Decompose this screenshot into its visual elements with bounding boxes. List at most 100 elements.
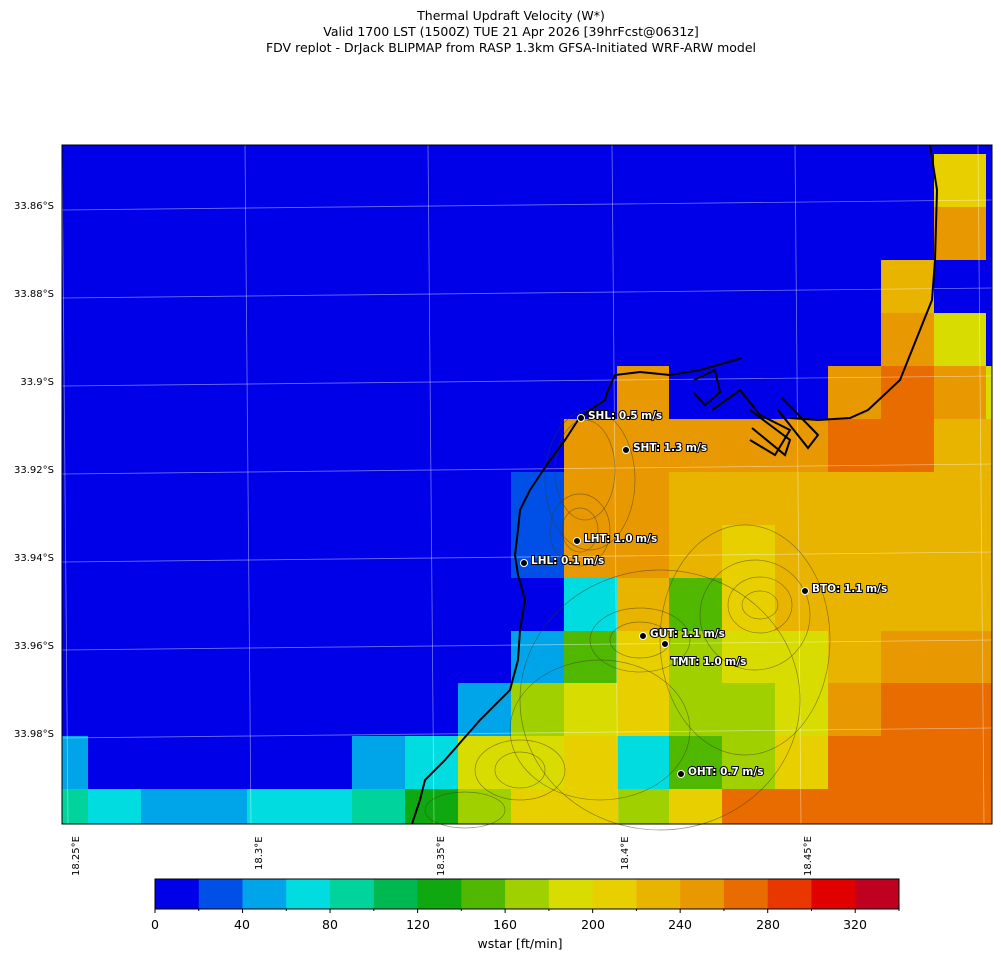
heatmap-cell	[194, 313, 248, 367]
heatmap-cell	[881, 366, 935, 420]
heatmap-cell	[669, 313, 723, 367]
heatmap-cell	[62, 260, 89, 314]
heatmap-cell	[722, 472, 776, 526]
lon-label: 18.4°E	[620, 836, 631, 870]
heatmap-cell	[405, 366, 459, 420]
heatmap-cell	[617, 525, 670, 579]
heatmap-cell	[62, 472, 89, 526]
heatmap-cell	[300, 525, 353, 579]
heatmap-cell	[564, 578, 618, 632]
heatmap-cell	[88, 145, 142, 155]
heatmap-cell	[62, 145, 89, 155]
heatmap-cell	[194, 736, 248, 790]
heatmap-cell	[247, 260, 301, 314]
station-label: LHT: 1.0 m/s	[584, 533, 657, 545]
heatmap-cell	[775, 631, 829, 684]
heatmap-cell	[458, 631, 512, 684]
heatmap-cell	[352, 313, 406, 367]
heatmap-cell	[511, 683, 565, 737]
heatmap-cell	[881, 525, 935, 579]
heatmap-cell	[405, 154, 459, 208]
colorbar-swatch	[592, 879, 637, 909]
heatmap-cell	[775, 578, 829, 632]
colorbar-tick: 280	[756, 917, 780, 932]
heatmap-cell	[775, 736, 829, 790]
station-dot-icon	[520, 559, 528, 567]
heatmap-cell	[828, 683, 882, 737]
heatmap-cell	[986, 145, 993, 155]
heatmap-cell	[141, 154, 195, 208]
heatmap-cell	[405, 207, 459, 261]
heatmap-cell	[141, 207, 195, 261]
heatmap-cell	[617, 154, 670, 208]
heatmap-cell	[405, 736, 459, 790]
heatmap-cell	[617, 145, 670, 155]
heatmap-cell	[986, 366, 993, 420]
lon-label: 18.25°E	[71, 836, 82, 876]
heatmap-cell	[247, 683, 301, 737]
heatmap-cell	[141, 366, 195, 420]
heatmap-cell	[986, 631, 993, 684]
heatmap-cell	[352, 736, 406, 790]
heatmap-cell	[828, 154, 882, 208]
station-label: SHT: 1.3 m/s	[633, 442, 707, 454]
heatmap-cell	[617, 789, 670, 825]
heatmap-cell	[141, 578, 195, 632]
heatmap-cell	[405, 313, 459, 367]
station-dot-icon	[639, 632, 647, 640]
heatmap-cell	[934, 260, 987, 314]
terrain-contours	[424, 409, 831, 831]
station-dot-icon	[577, 414, 585, 422]
heatmap-cell	[352, 525, 406, 579]
colorbar-swatch	[548, 879, 594, 909]
heatmap-cell	[722, 525, 776, 579]
heatmap-cell	[62, 154, 89, 208]
heatmap-cell	[881, 736, 935, 790]
heatmap-cell	[62, 525, 89, 579]
heatmap-cell	[669, 154, 723, 208]
heatmap-cell	[986, 525, 993, 579]
heatmap-cell	[828, 145, 882, 155]
colorbar-tick: 40	[234, 917, 250, 932]
station-label: OHT: 0.7 m/s	[688, 766, 763, 778]
plot-frame	[61, 144, 993, 825]
heatmap-cell	[141, 472, 195, 526]
heatmap-cell	[934, 578, 987, 632]
lat-label: 33.98°S	[14, 729, 54, 740]
coastline	[411, 144, 939, 825]
heatmap-cell	[458, 145, 512, 155]
station-dot-icon	[573, 537, 581, 545]
heatmap-cell	[300, 145, 353, 155]
colorbar-swatch	[767, 879, 812, 909]
heatmap-cell	[775, 789, 829, 825]
heatmap-cell	[405, 525, 459, 579]
heatmap-cell	[775, 313, 829, 367]
heatmap-cell	[352, 207, 406, 261]
heatmap-cell	[828, 419, 882, 473]
heatmap-cell	[352, 789, 406, 825]
heatmap-cell	[194, 145, 248, 155]
heatmap-cell	[194, 154, 248, 208]
heatmap-cell	[247, 154, 301, 208]
heatmap-cell	[617, 207, 670, 261]
heatmap-cell	[722, 683, 776, 737]
heatmap-cell	[141, 736, 195, 790]
heatmap-cell	[564, 789, 618, 825]
heatmap-cell	[352, 154, 406, 208]
heatmap-cell	[352, 683, 406, 737]
heatmap-cell	[194, 578, 248, 632]
heatmap-cell	[458, 419, 512, 473]
heatmap-cell	[722, 366, 776, 420]
colorbar-swatch	[286, 879, 331, 909]
lat-label: 33.9°S	[20, 377, 54, 388]
heatmap-cell	[247, 366, 301, 420]
colorbar-swatch	[855, 879, 900, 909]
heatmap-cell	[828, 578, 882, 632]
heatmap-cell	[247, 578, 301, 632]
heatmap-cell	[934, 736, 987, 790]
heatmap-cell	[986, 260, 993, 314]
heatmap-cell	[722, 260, 776, 314]
station-label: LHL: 0.1 m/s	[531, 555, 604, 567]
colorbar-tick: 240	[668, 917, 692, 932]
heatmap-cell	[247, 313, 301, 367]
